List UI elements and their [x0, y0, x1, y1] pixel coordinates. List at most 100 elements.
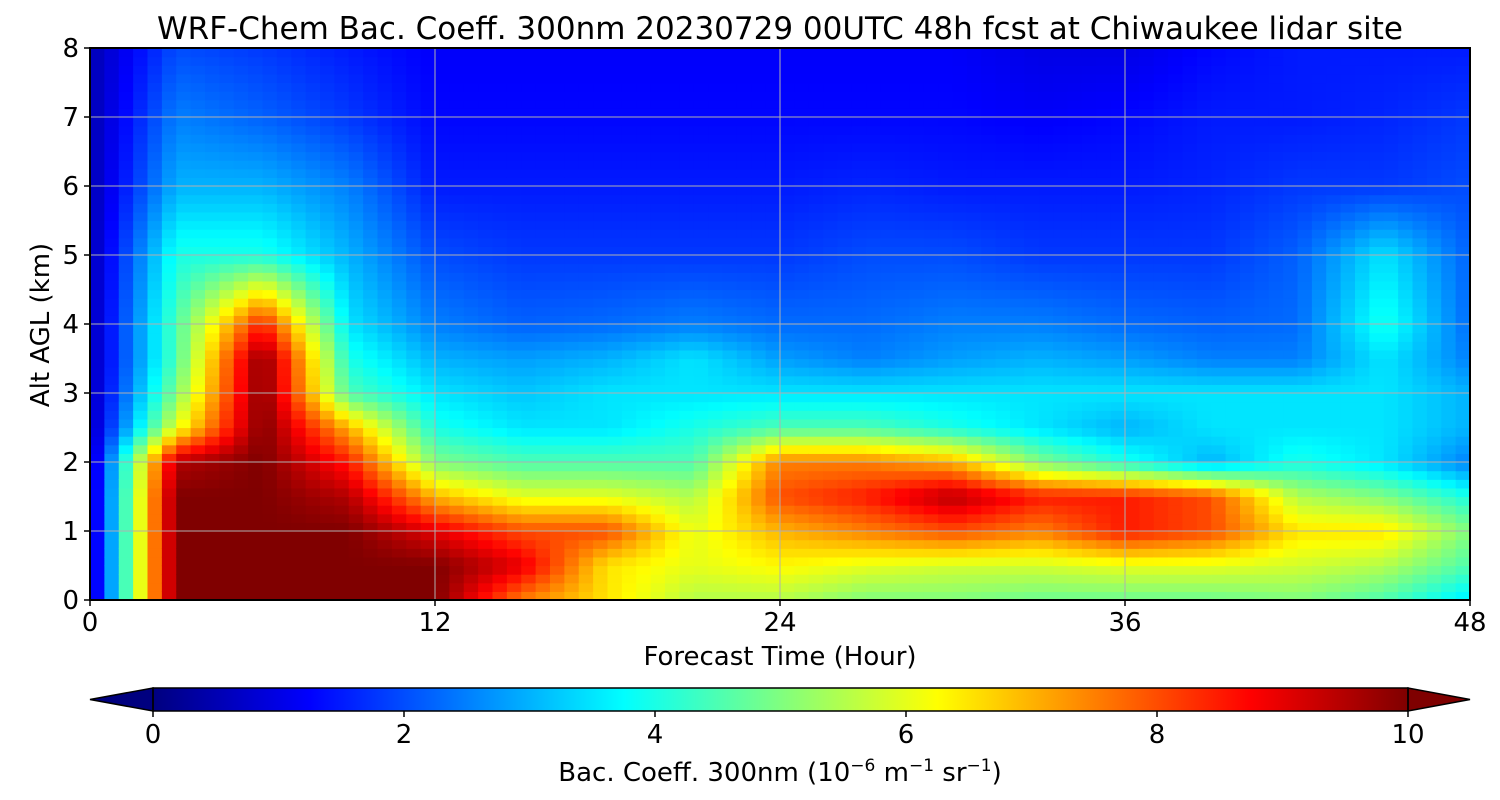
heatmap-cell: [593, 186, 609, 196]
heatmap-cell: [621, 186, 637, 196]
heatmap-cell: [219, 211, 235, 222]
heatmap-cell: [334, 272, 350, 282]
heatmap-cell: [765, 220, 781, 230]
heatmap-cell: [1067, 151, 1083, 161]
heatmap-cell: [219, 505, 235, 515]
heatmap-cell: [535, 375, 551, 385]
heatmap-cell: [104, 522, 120, 532]
heatmap-cell: [780, 91, 795, 101]
heatmap-cell: [909, 401, 925, 411]
heatmap-cell: [320, 496, 335, 506]
heatmap-cell: [665, 160, 680, 170]
heatmap-cell: [995, 470, 1011, 480]
heatmap-cell: [708, 220, 724, 230]
heatmap-cell: [133, 358, 149, 368]
heatmap-cell: [1096, 298, 1112, 308]
heatmap-cell: [492, 160, 508, 170]
heatmap-cell: [435, 280, 450, 291]
heatmap-cell: [593, 462, 609, 472]
heatmap-cell: [722, 453, 738, 463]
heatmap-cell: [492, 487, 508, 498]
heatmap-cell: [736, 151, 752, 161]
heatmap-cell: [952, 332, 968, 342]
heatmap-cell: [966, 332, 982, 342]
heatmap-cell: [1096, 194, 1112, 204]
heatmap-cell: [147, 556, 163, 567]
heatmap-cell: [550, 134, 565, 144]
heatmap-cell: [794, 367, 810, 377]
heatmap-cell: [1196, 531, 1212, 541]
heatmap-cell: [535, 332, 551, 342]
heatmap-cell: [1038, 186, 1054, 196]
heatmap-cell: [679, 324, 695, 334]
heatmap-cell: [320, 565, 335, 575]
heatmap-cell: [435, 142, 450, 153]
heatmap-cell: [391, 324, 407, 334]
heatmap-cell: [1153, 418, 1169, 429]
heatmap-cell: [665, 142, 680, 153]
heatmap-cell: [851, 108, 867, 118]
heatmap-cell: [147, 487, 163, 498]
heatmap-cell: [363, 298, 379, 308]
heatmap-cell: [348, 82, 364, 92]
heatmap-cell: [320, 453, 335, 463]
heatmap-cell: [377, 539, 393, 549]
heatmap-cell: [506, 160, 522, 170]
heatmap-cell: [952, 574, 968, 584]
heatmap-cell: [1067, 453, 1083, 463]
heatmap-cell: [693, 298, 709, 308]
heatmap-cell: [765, 418, 781, 429]
heatmap-cell: [161, 444, 177, 454]
heatmap-cell: [176, 246, 192, 256]
heatmap-cell: [995, 229, 1011, 239]
heatmap-cell: [463, 220, 479, 230]
heatmap-cell: [909, 505, 925, 515]
heatmap-cell: [966, 168, 982, 178]
heatmap-cell: [334, 99, 350, 109]
heatmap-cell: [391, 203, 407, 213]
heatmap-cell: [765, 48, 781, 58]
heatmap-cell: [363, 229, 379, 239]
heatmap-cell: [1125, 117, 1140, 127]
heatmap-cell: [952, 539, 968, 549]
heatmap-cell: [521, 117, 537, 127]
heatmap-cell: [1182, 315, 1198, 325]
heatmap-cell: [118, 246, 134, 256]
heatmap-cell: [550, 99, 565, 109]
heatmap-cell: [621, 341, 637, 351]
heatmap-cell: [837, 117, 853, 127]
heatmap-cell: [578, 548, 594, 558]
heatmap-cell: [1038, 56, 1054, 66]
heatmap-cell: [118, 548, 134, 558]
heatmap-cell: [938, 556, 954, 567]
heatmap-cell: [435, 496, 450, 506]
heatmap-cell: [320, 548, 335, 558]
heatmap-cell: [478, 255, 494, 265]
heatmap-cell: [391, 263, 407, 273]
heatmap-cell: [233, 393, 249, 403]
heatmap-cell: [1153, 470, 1169, 480]
heatmap-cell: [851, 479, 867, 489]
heatmap-cell: [262, 48, 278, 58]
heatmap-cell: [851, 582, 867, 592]
heatmap-cell: [722, 246, 738, 256]
heatmap-cell: [751, 91, 767, 101]
heatmap-cell: [650, 237, 666, 247]
heatmap-cell: [1010, 487, 1025, 498]
heatmap-cell: [276, 513, 292, 523]
heatmap-cell: [1139, 462, 1155, 472]
heatmap-cell: [895, 496, 910, 506]
heatmap-cell: [219, 470, 235, 480]
heatmap-cell: [923, 289, 939, 299]
heatmap-cell: [578, 73, 594, 84]
heatmap-cell: [391, 332, 407, 342]
heatmap-cell: [521, 591, 537, 600]
heatmap-cell: [320, 427, 335, 437]
heatmap-cell: [276, 470, 292, 480]
heatmap-cell: [147, 444, 163, 454]
heatmap-cell: [90, 220, 105, 230]
heatmap-cell: [880, 220, 896, 230]
heatmap-cell: [679, 479, 695, 489]
heatmap-cell: [1010, 505, 1025, 515]
heatmap-cell: [190, 306, 206, 316]
